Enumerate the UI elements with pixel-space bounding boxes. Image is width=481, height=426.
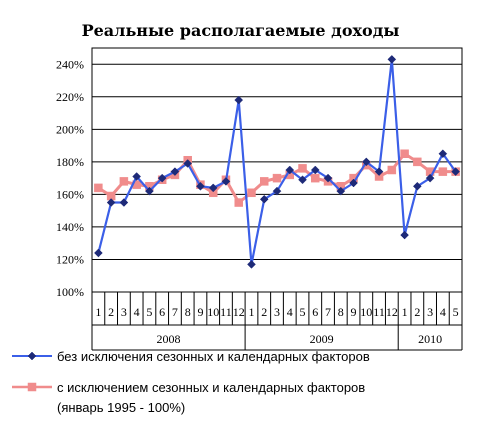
x-tick-label: 8 <box>338 305 344 319</box>
data-point <box>349 178 358 188</box>
data-point <box>272 186 282 196</box>
data-point <box>425 173 435 183</box>
data-point <box>272 173 282 183</box>
x-tick-label: 3 <box>427 305 433 319</box>
data-point <box>183 159 193 168</box>
x-tick-label: 6 <box>159 305 165 319</box>
data-point <box>285 165 295 175</box>
y-tick-label: 180% <box>56 155 84 169</box>
x-tick-label: 2 <box>108 305 114 319</box>
x-tick-label: 3 <box>121 305 127 319</box>
x-tick-label: 6 <box>312 305 318 319</box>
data-point <box>94 183 103 193</box>
data-point <box>221 177 231 186</box>
data-point <box>438 167 448 176</box>
legend-marker <box>27 382 37 392</box>
data-point <box>336 186 346 196</box>
data-point <box>400 149 409 158</box>
x-tick-label: 1 <box>95 305 101 319</box>
x-tick-label: 7 <box>325 305 331 319</box>
y-tick-label: 140% <box>56 220 84 234</box>
legend-marker <box>27 351 37 361</box>
data-point <box>387 165 397 175</box>
x-tick-label: 1 <box>248 305 254 319</box>
data-point <box>438 149 448 159</box>
chart-title: Реальные располагаемые доходы <box>81 21 400 40</box>
y-tick-label: 160% <box>56 187 84 201</box>
data-point <box>234 198 243 207</box>
x-tick-label: 12 <box>386 305 398 319</box>
data-point <box>247 259 256 269</box>
data-point <box>145 186 154 196</box>
x-tick-label: 4 <box>287 305 293 319</box>
data-point <box>196 181 205 191</box>
data-point <box>298 164 307 173</box>
data-point <box>170 167 180 176</box>
data-point <box>259 177 269 186</box>
x-tick-label: 8 <box>185 305 191 319</box>
data-point <box>311 173 320 183</box>
legend-label: с исключением сезонных и календарных фак… <box>57 380 365 395</box>
x-tick-label: 10 <box>207 305 219 319</box>
plot-frame <box>91 47 463 293</box>
year-label: 2010 <box>418 332 442 346</box>
data-point <box>412 181 422 191</box>
x-tick-label: 5 <box>453 305 459 319</box>
data-point <box>451 167 460 176</box>
legend-label: без исключения сезонных и календарных фа… <box>57 349 370 364</box>
y-tick-label: 220% <box>56 90 84 104</box>
x-tick-label: 7 <box>172 305 178 319</box>
data-point <box>157 173 167 183</box>
y-tick-label: 100% <box>56 285 84 299</box>
x-tick-label: 5 <box>300 305 306 319</box>
data-point <box>119 198 129 207</box>
data-point <box>119 177 129 186</box>
data-point <box>400 230 409 240</box>
y-tick-label: 120% <box>56 252 84 266</box>
x-tick-label: 5 <box>146 305 152 319</box>
x-tick-label: 11 <box>220 305 232 319</box>
data-point <box>310 165 320 175</box>
data-point <box>413 157 422 167</box>
x-tick-label: 9 <box>197 305 203 319</box>
year-label: 2008 <box>157 332 181 346</box>
x-tick-label: 10 <box>360 305 372 319</box>
data-point <box>106 198 116 207</box>
data-point <box>259 194 269 204</box>
year-label: 2009 <box>310 332 334 346</box>
data-point <box>374 167 384 176</box>
x-tick-label: 12 <box>233 305 245 319</box>
data-point <box>132 172 142 181</box>
x-tick-label: 11 <box>373 305 385 319</box>
x-tick-label: 3 <box>274 305 280 319</box>
y-tick-label: 200% <box>56 122 84 136</box>
data-point <box>208 183 218 193</box>
x-tick-label: 4 <box>440 305 446 319</box>
x-tick-label: 4 <box>134 305 140 319</box>
legend-label-line2: (январь 1995 - 100%) <box>57 400 185 415</box>
data-point <box>387 55 397 64</box>
data-point <box>247 188 256 198</box>
data-point <box>94 248 103 258</box>
data-point <box>323 173 333 183</box>
data-point <box>234 95 244 105</box>
data-point <box>361 157 371 167</box>
data-point <box>298 175 307 185</box>
y-tick-label: 240% <box>56 57 84 71</box>
x-tick-label: 1 <box>402 305 408 319</box>
x-tick-label: 2 <box>261 305 267 319</box>
x-tick-label: 2 <box>414 305 420 319</box>
x-tick-label: 9 <box>351 305 357 319</box>
